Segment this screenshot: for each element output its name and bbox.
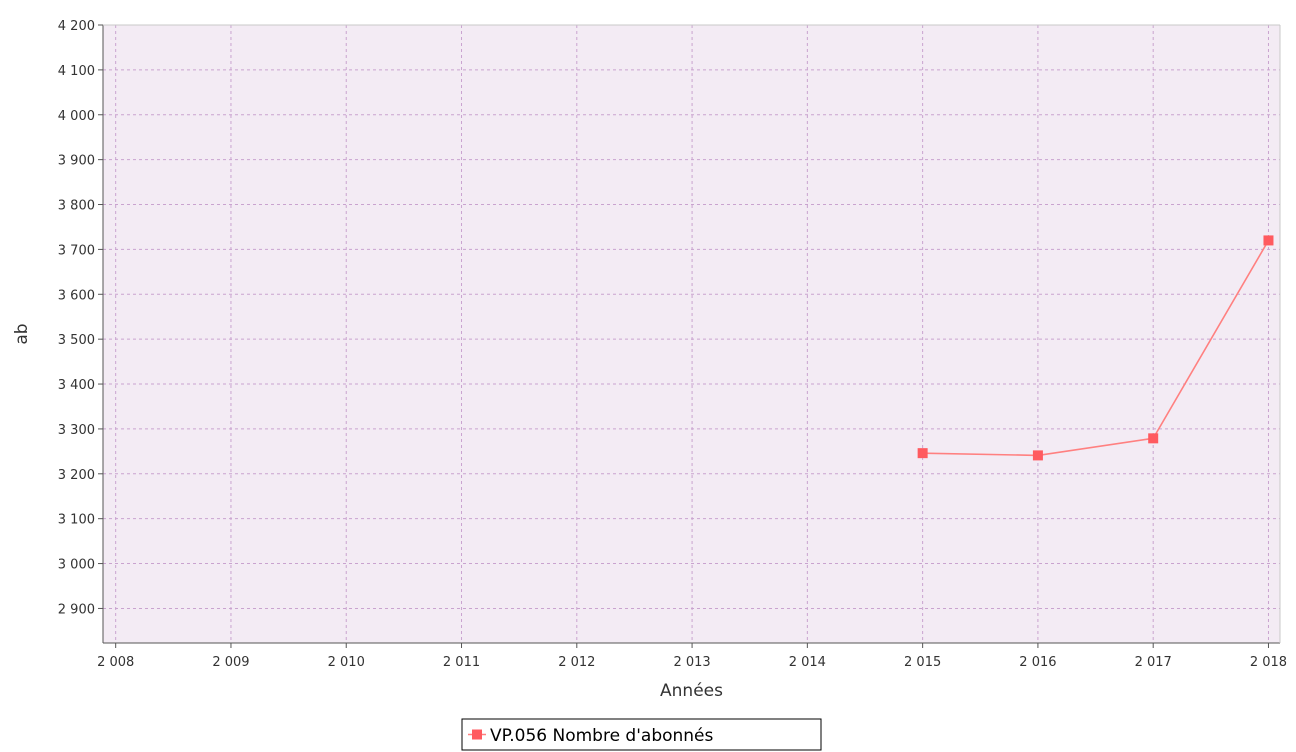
data-point-marker: [917, 448, 928, 459]
series-layer: [917, 235, 1274, 461]
x-tick-label: 2 015: [904, 655, 941, 670]
y-tick-label: 3 800: [58, 199, 95, 214]
y-tick-label: 4 200: [58, 19, 95, 34]
x-tick-label: 2 008: [97, 655, 134, 670]
x-tick-label: 2 010: [328, 655, 365, 670]
x-tick-label: 2 009: [212, 655, 249, 670]
x-tick-label: 2 017: [1135, 655, 1172, 670]
y-tick-label: 3 300: [58, 423, 95, 438]
legend-box: [461, 718, 822, 751]
axes: [98, 24, 1281, 648]
data-point-marker: [1263, 235, 1274, 246]
legend-label: VP.056 Nombre d'abonnés: [490, 726, 714, 746]
y-tick-label: 3 100: [58, 513, 95, 528]
y-tick-label: 3 400: [58, 378, 95, 393]
y-tick-label: 3 600: [58, 288, 95, 303]
legend: VP.056 Nombre d'abonnés: [461, 718, 822, 751]
x-tick-label: 2 016: [1019, 655, 1056, 670]
y-tick-label: 3 700: [58, 243, 95, 258]
x-tick-label: 2 018: [1250, 655, 1287, 670]
legend-marker-swatch: [472, 729, 482, 740]
y-tick-label: 3 000: [58, 558, 95, 573]
data-point-marker: [1032, 450, 1043, 461]
y-tick-label: 3 500: [58, 333, 95, 348]
y-tick-label: 3 200: [58, 468, 95, 483]
x-tick-label: 2 014: [789, 655, 826, 670]
x-tick-label: 2 011: [443, 655, 480, 670]
data-point-marker: [1148, 433, 1159, 444]
y-tick-label: 3 900: [58, 154, 95, 169]
x-axis-title: Années: [660, 681, 723, 701]
plot-area: [103, 25, 1280, 643]
series-line: [922, 240, 1270, 457]
x-tick-label: 2 012: [558, 655, 595, 670]
y-tick-label: 4 000: [58, 109, 95, 124]
y-tick-label: 2 900: [58, 602, 95, 617]
tick-labels: 2 008 2 009 2 010 2 011 2 012 2 013 2 014 2 015…: [58, 19, 1287, 670]
y-tick-label: 4 100: [58, 64, 95, 79]
y-axis-title: ab: [12, 323, 32, 344]
x-tick-label: 2 013: [673, 655, 710, 670]
